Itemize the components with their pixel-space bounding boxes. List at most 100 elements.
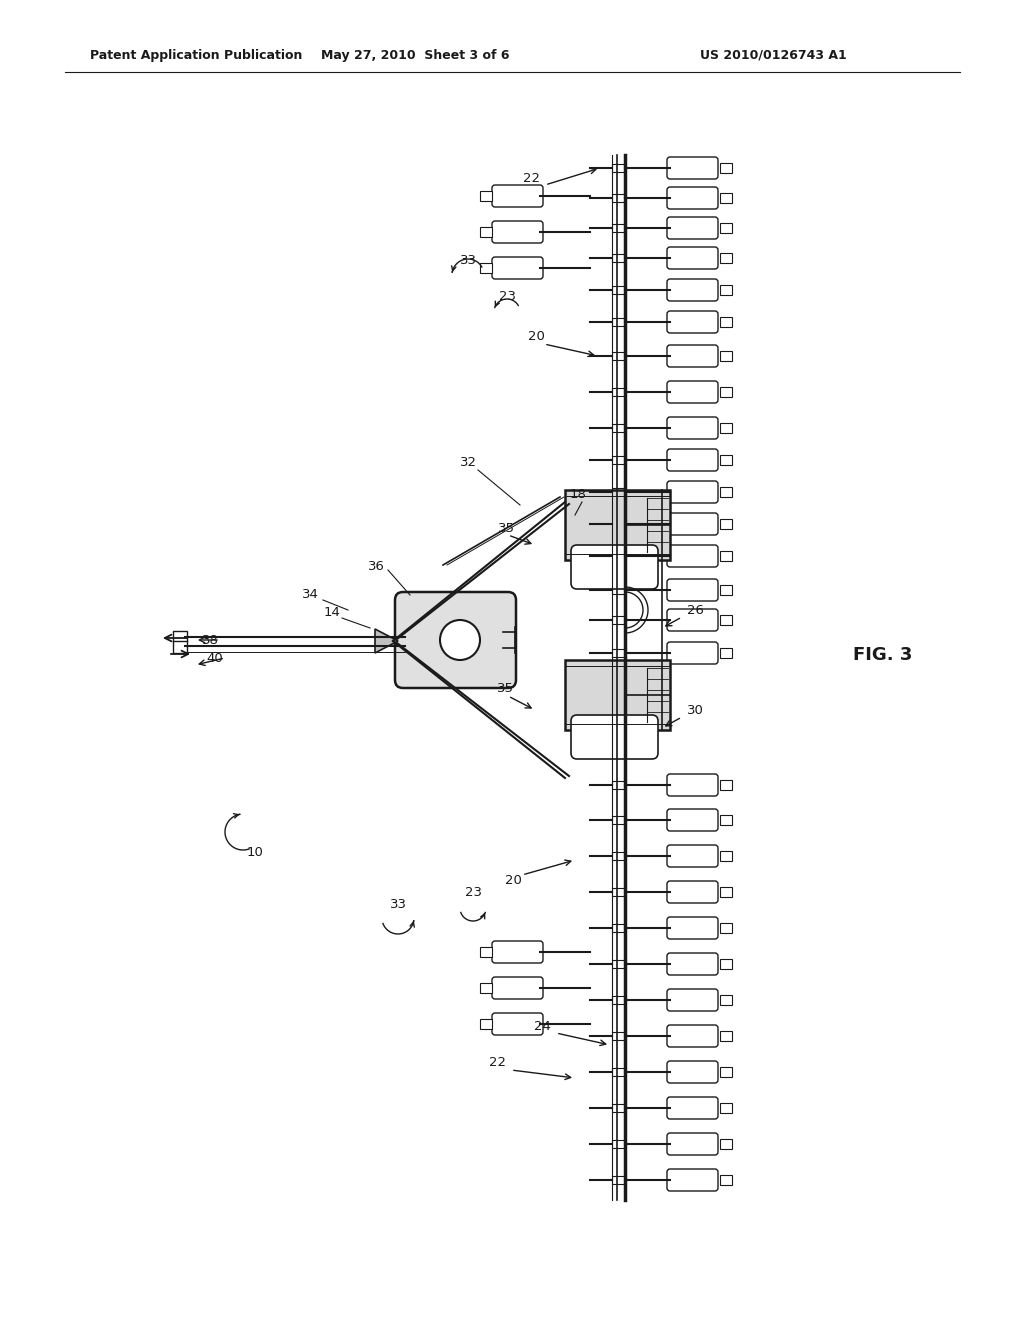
FancyBboxPatch shape	[492, 220, 543, 243]
FancyBboxPatch shape	[492, 941, 543, 964]
Text: 20: 20	[527, 330, 545, 343]
Bar	[612, 224, 625, 232]
FancyBboxPatch shape	[667, 449, 718, 471]
Bar	[480, 263, 492, 273]
Bar	[720, 223, 732, 234]
FancyBboxPatch shape	[667, 381, 718, 403]
Bar	[612, 781, 625, 789]
FancyBboxPatch shape	[667, 279, 718, 301]
Text: 22: 22	[489, 1056, 507, 1069]
Bar	[612, 851, 625, 861]
Text: Patent Application Publication: Patent Application Publication	[90, 49, 302, 62]
FancyBboxPatch shape	[667, 579, 718, 601]
Bar	[720, 960, 732, 969]
Bar	[612, 586, 625, 594]
Bar	[612, 616, 625, 624]
FancyBboxPatch shape	[667, 1026, 718, 1047]
Bar	[720, 814, 732, 825]
Bar	[612, 552, 625, 560]
Bar	[612, 1140, 625, 1148]
FancyBboxPatch shape	[492, 1012, 543, 1035]
Text: US 2010/0126743 A1: US 2010/0126743 A1	[700, 49, 847, 62]
Bar	[612, 1068, 625, 1076]
FancyBboxPatch shape	[667, 1133, 718, 1155]
Text: 40: 40	[207, 652, 223, 664]
FancyBboxPatch shape	[571, 715, 658, 759]
Bar	[480, 191, 492, 201]
FancyBboxPatch shape	[667, 642, 718, 664]
Bar	[612, 388, 625, 396]
Bar	[720, 193, 732, 203]
FancyBboxPatch shape	[492, 185, 543, 207]
Text: 34: 34	[301, 589, 318, 602]
Bar	[720, 455, 732, 465]
Text: 10: 10	[247, 846, 263, 858]
Text: 18: 18	[569, 487, 587, 500]
FancyBboxPatch shape	[667, 216, 718, 239]
Bar	[612, 424, 625, 432]
FancyBboxPatch shape	[667, 247, 718, 269]
FancyBboxPatch shape	[667, 187, 718, 209]
FancyBboxPatch shape	[667, 953, 718, 975]
FancyBboxPatch shape	[667, 1170, 718, 1191]
Text: 32: 32	[460, 455, 476, 469]
FancyBboxPatch shape	[667, 513, 718, 535]
Bar	[612, 520, 625, 528]
Bar	[480, 983, 492, 993]
FancyBboxPatch shape	[667, 545, 718, 568]
Bar	[720, 585, 732, 595]
Text: 35: 35	[498, 521, 514, 535]
Bar	[612, 888, 625, 896]
Bar	[612, 816, 625, 824]
Bar	[612, 649, 625, 657]
FancyBboxPatch shape	[667, 880, 718, 903]
Text: 26: 26	[686, 603, 703, 616]
Bar	[612, 352, 625, 360]
Text: 24: 24	[534, 1019, 551, 1032]
FancyBboxPatch shape	[492, 257, 543, 279]
Text: May 27, 2010  Sheet 3 of 6: May 27, 2010 Sheet 3 of 6	[321, 49, 509, 62]
Bar	[720, 1139, 732, 1148]
Bar	[480, 227, 492, 238]
Bar	[612, 1104, 625, 1111]
Text: FIG. 3: FIG. 3	[853, 645, 912, 664]
Bar	[612, 960, 625, 968]
FancyBboxPatch shape	[667, 417, 718, 440]
FancyBboxPatch shape	[667, 157, 718, 180]
Bar	[612, 1176, 625, 1184]
Bar	[612, 488, 625, 496]
Bar	[720, 995, 732, 1005]
Bar	[612, 455, 625, 465]
Bar	[720, 351, 732, 360]
Text: 14: 14	[324, 606, 340, 619]
Bar	[720, 162, 732, 173]
Text: 33: 33	[389, 899, 407, 912]
Bar	[612, 924, 625, 932]
FancyBboxPatch shape	[667, 345, 718, 367]
Bar	[720, 317, 732, 327]
Bar	[720, 253, 732, 263]
Polygon shape	[375, 630, 398, 653]
Text: 30: 30	[686, 704, 703, 717]
Bar	[720, 1104, 732, 1113]
FancyBboxPatch shape	[571, 545, 658, 589]
FancyBboxPatch shape	[667, 845, 718, 867]
Text: 38: 38	[202, 634, 218, 647]
Bar	[720, 615, 732, 624]
Bar	[612, 997, 625, 1005]
Text: 33: 33	[460, 253, 476, 267]
Bar	[720, 1067, 732, 1077]
Bar	[720, 780, 732, 789]
Bar	[720, 487, 732, 498]
Bar	[480, 946, 492, 957]
Bar	[720, 923, 732, 933]
Bar	[612, 1032, 625, 1040]
Bar	[173, 631, 187, 653]
Bar	[720, 422, 732, 433]
FancyBboxPatch shape	[667, 774, 718, 796]
FancyBboxPatch shape	[667, 989, 718, 1011]
FancyBboxPatch shape	[667, 609, 718, 631]
Bar	[720, 387, 732, 397]
Bar	[612, 286, 625, 294]
Bar	[612, 253, 625, 261]
